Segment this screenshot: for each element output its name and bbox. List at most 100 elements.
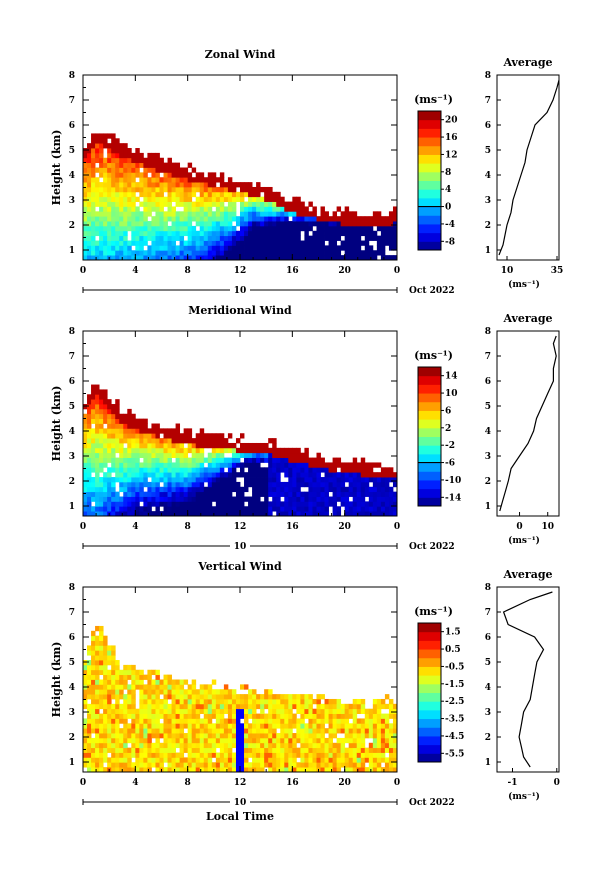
heatmap-cell xyxy=(211,216,217,222)
heatmap-cell xyxy=(256,250,261,256)
heatmap-cell xyxy=(292,762,297,768)
heatmap-cell xyxy=(235,216,241,222)
heatmap-cell xyxy=(231,506,237,512)
heatmap-cell xyxy=(312,737,317,744)
heatmap-cell xyxy=(388,472,394,478)
heatmap-cell xyxy=(163,221,168,227)
heatmap-cell xyxy=(231,442,237,449)
heatmap-cell xyxy=(384,221,390,227)
heatmap-cell xyxy=(151,438,156,444)
heatmap-cell xyxy=(219,694,225,700)
heatmap-cell xyxy=(163,472,168,478)
colorbar-swatch xyxy=(418,666,441,676)
heatmap-cell xyxy=(111,511,116,517)
heatmap-cell xyxy=(304,698,309,705)
date-month: Oct 2022 xyxy=(409,286,455,296)
heatmap-cell xyxy=(256,698,261,705)
heatmap-cell xyxy=(139,157,144,164)
heatmap-cell xyxy=(131,418,136,424)
colorbar-tick-label: -14 xyxy=(445,493,461,503)
heatmap-cell xyxy=(99,491,104,497)
heatmap-cell xyxy=(272,733,277,739)
heatmap-cell xyxy=(103,255,108,261)
heatmap-cell xyxy=(107,230,112,237)
heatmap-cell xyxy=(119,501,124,507)
heatmap-cell xyxy=(103,143,108,149)
date-bar-gap xyxy=(230,540,250,550)
heatmap-cell xyxy=(332,216,338,222)
heatmap-cell xyxy=(215,240,221,246)
heatmap-cell xyxy=(219,708,225,714)
heatmap-cell xyxy=(328,501,333,507)
heatmap-cell xyxy=(127,148,132,154)
heatmap-cell xyxy=(195,511,201,517)
heatmap-cell xyxy=(151,255,156,261)
heatmap-cell xyxy=(183,438,189,444)
heatmap-cell xyxy=(99,245,104,251)
heatmap-cell xyxy=(268,206,273,212)
heatmap-cell xyxy=(288,255,293,261)
heatmap-cell xyxy=(316,230,321,237)
heatmap-cell xyxy=(215,442,221,449)
heatmap-cell xyxy=(284,511,289,517)
heatmap-cell xyxy=(388,240,394,246)
heatmap-cell xyxy=(171,718,176,724)
heatmap-cell xyxy=(256,762,261,768)
heatmap-cell xyxy=(107,191,112,198)
heatmap-cell xyxy=(187,216,193,222)
heatmap-cell xyxy=(219,206,225,212)
heatmap-cell xyxy=(159,196,164,202)
heatmap-cell xyxy=(155,467,160,473)
heatmap-cell xyxy=(111,733,116,739)
heatmap-cell xyxy=(187,201,193,207)
heatmap-cell xyxy=(336,491,342,497)
heatmap-cell xyxy=(107,438,112,444)
heatmap-cell xyxy=(99,423,104,429)
heatmap-cell xyxy=(235,452,241,458)
heatmap-cell xyxy=(231,472,237,478)
heatmap-cell xyxy=(256,757,261,763)
heatmap-cell xyxy=(95,389,100,395)
heatmap-cell xyxy=(119,689,124,695)
heatmap-cell xyxy=(195,206,201,212)
heatmap-cell xyxy=(87,201,92,207)
heatmap-cell xyxy=(280,230,285,237)
heatmap-cell xyxy=(139,728,144,734)
heatmap-cell xyxy=(211,762,217,768)
heatmap-cell xyxy=(312,457,317,463)
heatmap-cell xyxy=(256,255,261,261)
heatmap-cell xyxy=(296,501,301,507)
heatmap-cell xyxy=(211,477,217,483)
heatmap-cell xyxy=(155,245,160,251)
heatmap-cell xyxy=(268,186,273,193)
heatmap-cell xyxy=(135,250,140,256)
heatmap-cell xyxy=(163,438,168,444)
heatmap-cell xyxy=(127,428,132,434)
heatmap-cell xyxy=(292,496,297,502)
heatmap-cell xyxy=(276,718,281,724)
heatmap-cell xyxy=(143,255,148,261)
heatmap-cell xyxy=(187,684,193,690)
heatmap-cell xyxy=(115,177,120,183)
heatmap-cell xyxy=(139,733,144,739)
heatmap-cell xyxy=(336,486,342,493)
heatmap-cell xyxy=(139,221,144,227)
heatmap-cell xyxy=(328,757,333,763)
heatmap-cell xyxy=(179,433,185,439)
heatmap-cell xyxy=(171,216,176,222)
heatmap-cell xyxy=(284,472,289,478)
heatmap-cell xyxy=(223,728,229,734)
heatmap-cell xyxy=(332,472,338,478)
heatmap-cell xyxy=(312,752,317,758)
heatmap-cell xyxy=(91,240,96,246)
heatmap-cell xyxy=(199,438,205,444)
heatmap-cell xyxy=(392,757,398,763)
heatmap-cell xyxy=(119,694,124,700)
heatmap-cell xyxy=(119,152,124,159)
heatmap-cell xyxy=(276,201,281,207)
heatmap-cell xyxy=(344,713,350,719)
heatmap-cell xyxy=(139,757,144,763)
heatmap-cell xyxy=(107,235,112,241)
heatmap-cell xyxy=(227,230,233,237)
heatmap-cell xyxy=(139,250,144,256)
